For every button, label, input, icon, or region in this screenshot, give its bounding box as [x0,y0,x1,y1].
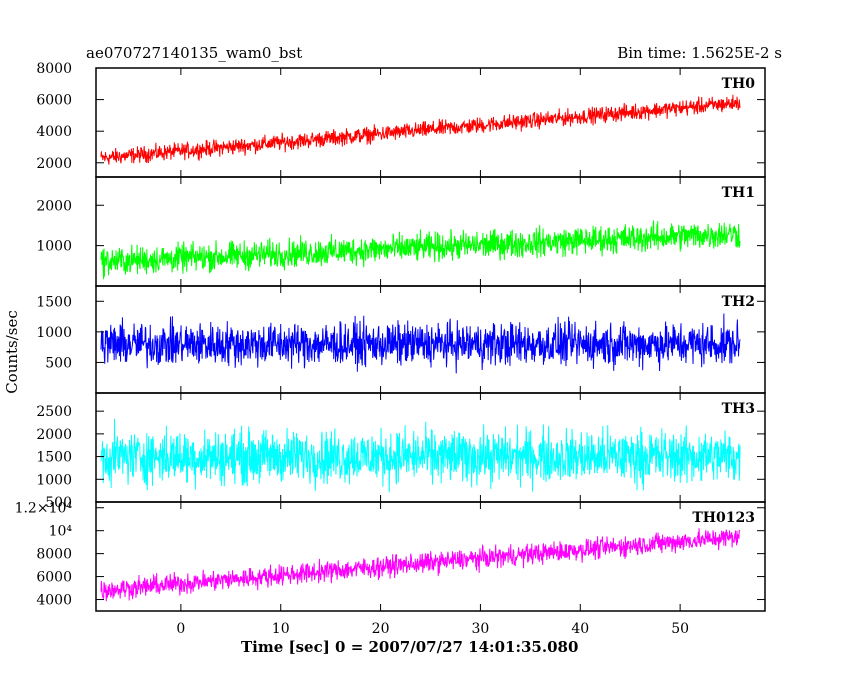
panel-label-th0: TH0 [722,76,756,92]
y-tick-label-th3: 500 [45,495,72,511]
y-tick-label-th0: 4000 [36,124,72,140]
bin-time-label: Bin time: 1.5625E-2 s [617,44,782,62]
y-tick-label-th3: 1000 [36,472,72,488]
y-tick-label-th2: 500 [45,355,72,371]
y-tick-label-th0: 6000 [36,93,72,109]
y-axis-label: Counts/sec [2,310,21,394]
x-tick-label: 30 [472,621,490,637]
series-th3 [100,418,741,493]
panel-label-th1: TH1 [722,185,755,201]
series-th2 [100,313,741,374]
y-tick-label-th3: 1500 [36,450,72,466]
x-tick-label: 20 [372,621,390,637]
series-th0123 [100,528,741,602]
x-axis-label: Time [sec] 0 = 2007/07/27 14:01:35.080 [241,638,579,656]
y-tick-label-th2: 1000 [36,325,72,341]
y-tick-label-th0123: 10⁴ [49,524,73,540]
series-th1 [100,220,741,280]
y-tick-label-th0123: 4000 [36,593,72,609]
y-tick-label-th1: 2000 [36,198,72,214]
x-tick-label: 50 [671,621,689,637]
y-tick-label-th1: 1000 [36,239,72,255]
x-tick-label: 40 [571,621,589,637]
y-tick-label-th0: 8000 [36,61,72,77]
y-tick-label-th2: 1500 [36,294,72,310]
panel-label-th2: TH2 [722,294,755,310]
x-tick-label: 0 [176,621,185,637]
panel-frame-th2 [95,285,766,394]
panel-label-th0123: TH0123 [692,510,755,526]
x-tick-label: 10 [272,621,290,637]
panel-label-th3: TH3 [722,401,755,417]
y-tick-label-th3: 2000 [36,427,72,443]
panel-frame-th0123 [95,501,766,612]
y-tick-label-th0123: 8000 [36,547,72,563]
chart-title: ae070727140135_wam0_bst [86,44,303,62]
y-tick-label-th0: 2000 [36,156,72,172]
y-tick-label-th0123: 6000 [36,570,72,586]
y-tick-label-th0123: 1.2×10⁴ [15,501,73,517]
series-th0 [100,94,741,165]
panel-frame-th0 [95,67,766,178]
y-tick-label-th3: 2500 [36,404,72,420]
